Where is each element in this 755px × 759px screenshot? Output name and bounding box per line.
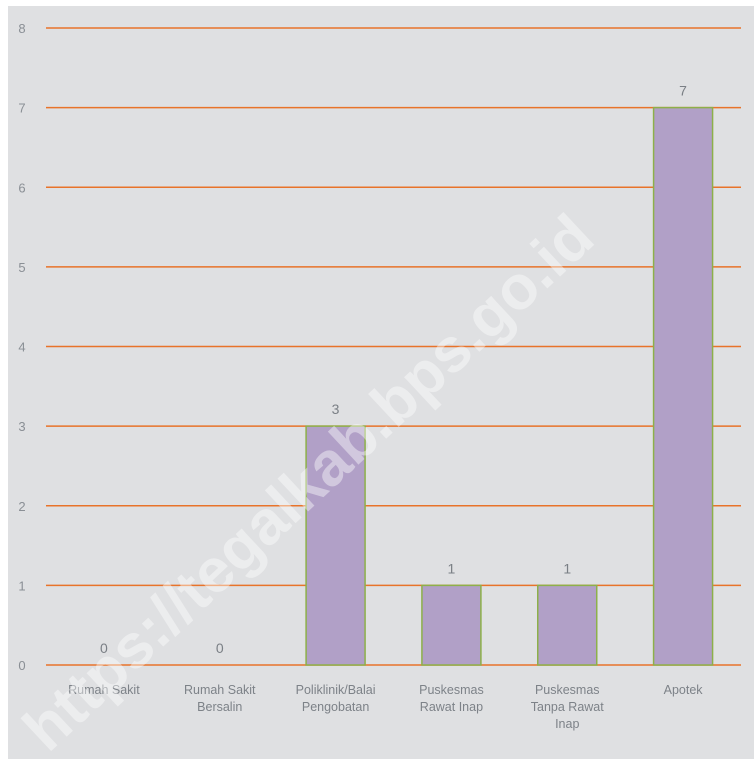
chart-container: 0 1 2 3 4 5 6 7 8 0 0 3 1 1 7 Rumah Sakit Rumah Sakit B… xyxy=(8,6,754,759)
y-tick-label: 5 xyxy=(18,260,25,275)
data-label: 7 xyxy=(679,83,687,99)
y-tick-label: 4 xyxy=(18,340,25,355)
y-tick-label: 3 xyxy=(18,419,25,434)
y-tick-label: 0 xyxy=(18,658,25,673)
data-labels: 0 0 3 1 1 7 xyxy=(100,83,687,656)
data-label: 1 xyxy=(563,560,571,576)
data-label: 3 xyxy=(332,401,340,417)
bars xyxy=(305,106,714,666)
category-label: Rumah Sakit Bersalin xyxy=(184,683,256,714)
category-label: Puskesmas Tanpa Rawat Inap xyxy=(531,683,604,731)
bar-chart: 0 1 2 3 4 5 6 7 8 0 0 3 1 1 7 Rumah Sakit Rumah Sakit B… xyxy=(10,21,741,759)
y-tick-label: 6 xyxy=(18,180,25,195)
data-label: 0 xyxy=(100,640,108,656)
category-label: Apotek xyxy=(664,683,704,697)
y-tick-label: 8 xyxy=(18,21,25,36)
data-label: 0 xyxy=(216,640,224,656)
y-axis-ticks: 0 1 2 3 4 5 6 7 8 xyxy=(18,21,25,673)
y-tick-label: 7 xyxy=(18,101,25,116)
bar xyxy=(421,584,482,666)
category-label: Puskesmas Rawat Inap xyxy=(419,683,484,714)
data-label: 1 xyxy=(448,560,456,576)
gridlines xyxy=(46,27,741,666)
bar xyxy=(537,584,598,666)
category-label: Rumah Sakit xyxy=(68,683,140,697)
category-label: Poliklinik/Balai Pengobatan xyxy=(296,683,376,714)
y-tick-label: 2 xyxy=(18,499,25,514)
bar xyxy=(652,106,714,666)
category-labels: Rumah Sakit Rumah Sakit Bersalin Poliklinik… xyxy=(68,683,703,731)
watermark-text: https://tegalkab.bps.go.id xyxy=(10,202,606,759)
y-tick-label: 1 xyxy=(18,578,25,593)
bar xyxy=(305,425,366,666)
